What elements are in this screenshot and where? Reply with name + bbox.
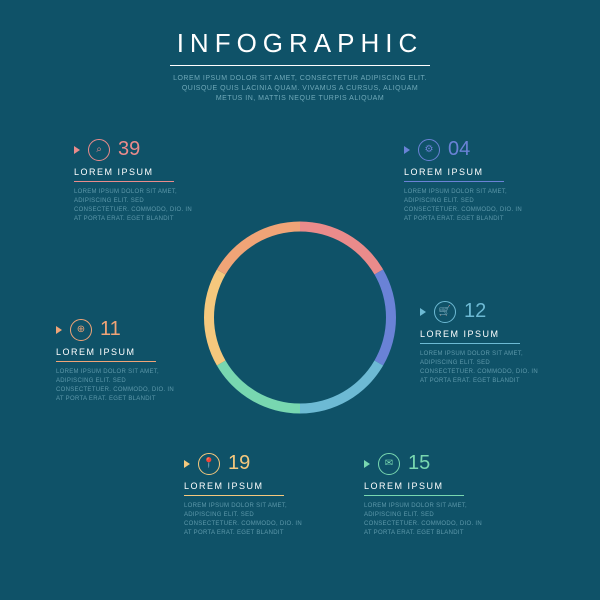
item-rule <box>420 343 520 344</box>
item-label: LOREM IPSUM <box>420 329 538 339</box>
item-body: LOREM IPSUM DOLOR SIT AMET, ADIPISCING E… <box>74 188 192 224</box>
item-label: LOREM IPSUM <box>56 347 174 357</box>
item-4: 🛒 12 LOREM IPSUM LOREM IPSUM DOLOR SIT A… <box>420 300 538 386</box>
item-label: LOREM IPSUM <box>184 481 302 491</box>
item-header: 📍 19 <box>184 452 302 475</box>
mail-icon: ✉ <box>378 453 400 475</box>
item-label: LOREM IPSUM <box>364 481 482 491</box>
pin-icon: 📍 <box>198 453 220 475</box>
item-label: LOREM IPSUM <box>404 167 522 177</box>
item-rule <box>404 181 504 182</box>
item-number: 19 <box>228 452 250 475</box>
item-body: LOREM IPSUM DOLOR SIT AMET, ADIPISCING E… <box>364 502 482 538</box>
page-title: INFOGRAPHIC <box>177 28 424 65</box>
item-header: 🛒 12 <box>420 300 538 323</box>
item-body: LOREM IPSUM DOLOR SIT AMET, ADIPISCING E… <box>420 350 538 386</box>
magnifier-icon: ⌕ <box>88 139 110 161</box>
item-number: 04 <box>448 138 470 161</box>
item-body: LOREM IPSUM DOLOR SIT AMET, ADIPISCING E… <box>56 368 174 404</box>
bullet-triangle-icon <box>364 460 370 468</box>
page-subtitle: LOREM IPSUM DOLOR SIT AMET, CONSECTETUR … <box>170 74 430 103</box>
item-6: ✉ 15 LOREM IPSUM LOREM IPSUM DOLOR SIT A… <box>364 452 482 538</box>
item-3: ⊕ 11 LOREM IPSUM LOREM IPSUM DOLOR SIT A… <box>56 318 174 404</box>
item-header: ⊕ 11 <box>56 318 174 341</box>
item-number: 15 <box>408 452 430 475</box>
cart-icon: 🛒 <box>434 301 456 323</box>
bullet-triangle-icon <box>404 146 410 154</box>
item-5: 📍 19 LOREM IPSUM LOREM IPSUM DOLOR SIT A… <box>184 452 302 538</box>
bullet-triangle-icon <box>74 146 80 154</box>
item-1: ⌕ 39 LOREM IPSUM LOREM IPSUM DOLOR SIT A… <box>74 138 192 224</box>
gear-icon: ⚙ <box>418 139 440 161</box>
header: INFOGRAPHIC LOREM IPSUM DOLOR SIT AMET, … <box>0 0 600 103</box>
title-rule <box>170 65 430 66</box>
item-number: 39 <box>118 138 140 161</box>
bullet-triangle-icon <box>184 460 190 468</box>
bullet-triangle-icon <box>56 326 62 334</box>
item-2: ⚙ 04 LOREM IPSUM LOREM IPSUM DOLOR SIT A… <box>404 138 522 224</box>
item-header: ⚙ 04 <box>404 138 522 161</box>
item-rule <box>184 495 284 496</box>
item-rule <box>364 495 464 496</box>
item-body: LOREM IPSUM DOLOR SIT AMET, ADIPISCING E… <box>184 502 302 538</box>
item-rule <box>56 361 156 362</box>
item-number: 11 <box>100 318 121 341</box>
item-header: ⌕ 39 <box>74 138 192 161</box>
item-header: ✉ 15 <box>364 452 482 475</box>
globe-icon: ⊕ <box>70 319 92 341</box>
item-label: LOREM IPSUM <box>74 167 192 177</box>
item-rule <box>74 181 174 182</box>
item-body: LOREM IPSUM DOLOR SIT AMET, ADIPISCING E… <box>404 188 522 224</box>
ring-chart <box>190 208 410 433</box>
bullet-triangle-icon <box>420 308 426 316</box>
item-number: 12 <box>464 300 486 323</box>
